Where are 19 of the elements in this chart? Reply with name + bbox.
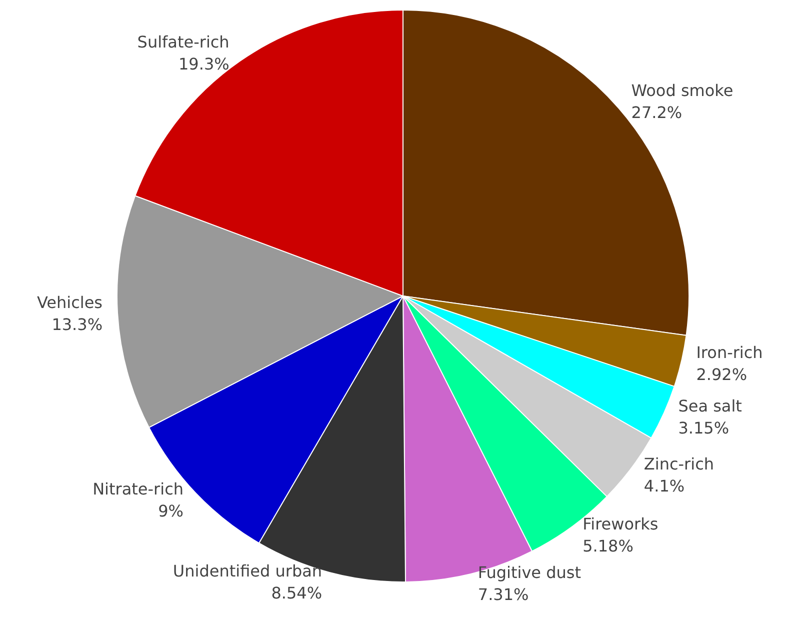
data-label: 2.92% bbox=[696, 364, 748, 384]
data-label: 7.31% bbox=[478, 585, 529, 604]
slice-label: Sea salt bbox=[678, 396, 742, 416]
data-label: 13.3% bbox=[52, 315, 103, 334]
data-label: 27.2% bbox=[631, 103, 682, 122]
slice-label: Zinc-rich bbox=[644, 454, 714, 474]
slice-label: Vehicles bbox=[36, 293, 103, 312]
data-label: 8.54% bbox=[271, 584, 322, 603]
slice-label: Nitrate-rich bbox=[92, 479, 184, 498]
data-label: 4.1% bbox=[644, 476, 685, 496]
data-label: 19.3% bbox=[178, 54, 230, 74]
slice-label: Sulfate-rich bbox=[137, 32, 230, 52]
slice-label: Iron-rich bbox=[696, 342, 763, 362]
data-label: 3.15% bbox=[678, 418, 730, 438]
slice-label: Wood smoke bbox=[631, 81, 734, 100]
data-label: 9% bbox=[158, 501, 184, 520]
data-label: 5.18% bbox=[582, 536, 634, 556]
slice-label: Fireworks bbox=[582, 514, 658, 534]
slice-label: Fugitive dust bbox=[478, 563, 582, 582]
